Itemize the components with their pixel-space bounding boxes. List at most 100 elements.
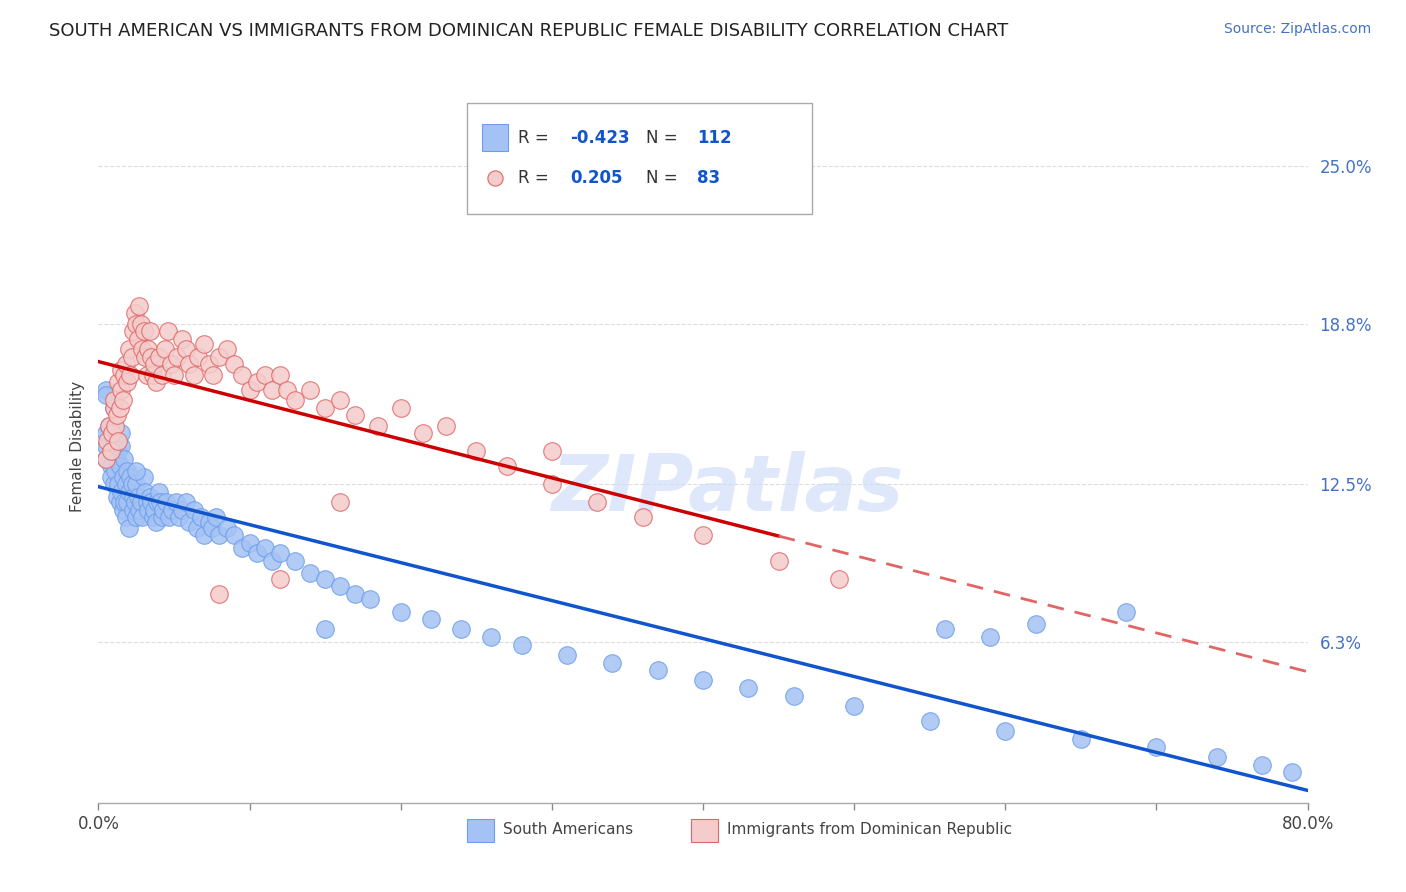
Point: [122, 324, 145, 338]
Point: [125, 465, 148, 479]
FancyBboxPatch shape: [467, 819, 494, 842]
Point: [142, 510, 165, 524]
Point: [98, 418, 121, 433]
Point: [262, 554, 284, 568]
Point: [329, 579, 352, 593]
Point: [105, 451, 128, 466]
Point: [631, 510, 654, 524]
Point: [174, 495, 197, 509]
Point: [155, 495, 177, 509]
Point: [1206, 750, 1229, 764]
Point: [100, 444, 122, 458]
Point: [160, 358, 183, 372]
Point: [101, 444, 124, 458]
Point: [103, 401, 125, 415]
Text: Source: ZipAtlas.com: Source: ZipAtlas.com: [1223, 22, 1371, 37]
Point: [103, 434, 125, 448]
Point: [783, 689, 806, 703]
Point: [124, 306, 146, 320]
Point: [284, 554, 307, 568]
Point: [94, 426, 117, 441]
Point: [231, 541, 253, 555]
Point: [149, 495, 172, 509]
Point: [208, 350, 231, 364]
Point: [314, 623, 336, 637]
Point: [139, 490, 162, 504]
Point: [108, 459, 131, 474]
Point: [115, 376, 138, 390]
Point: [284, 393, 307, 408]
Point: [239, 383, 262, 397]
Point: [132, 469, 155, 483]
Point: [224, 528, 246, 542]
Point: [150, 368, 173, 382]
Point: [107, 477, 129, 491]
Point: [135, 495, 157, 509]
Point: [132, 324, 155, 338]
Point: [179, 358, 201, 372]
Point: [692, 673, 714, 688]
Point: [141, 495, 163, 509]
Point: [994, 724, 1017, 739]
Point: [118, 520, 141, 534]
Point: [269, 546, 291, 560]
Point: [114, 510, 136, 524]
Point: [647, 663, 669, 677]
Text: ZIPatlas: ZIPatlas: [551, 450, 903, 527]
Point: [510, 638, 533, 652]
Point: [94, 388, 117, 402]
Point: [344, 587, 367, 601]
Point: [94, 451, 117, 466]
Point: [141, 350, 163, 364]
Point: [125, 477, 148, 491]
Point: [114, 358, 136, 372]
Point: [136, 342, 159, 356]
Point: [205, 510, 228, 524]
Point: [768, 554, 790, 568]
Point: [122, 490, 145, 504]
Point: [152, 502, 174, 516]
Point: [299, 566, 322, 581]
Point: [540, 477, 562, 491]
Point: [103, 477, 125, 491]
Point: [246, 546, 269, 560]
Point: [108, 495, 131, 509]
Point: [145, 376, 167, 390]
Point: [174, 342, 197, 356]
Point: [111, 469, 134, 483]
Point: [143, 502, 166, 516]
Point: [146, 495, 169, 509]
Point: [129, 495, 152, 509]
Point: [183, 368, 205, 382]
Text: Immigrants from Dominican Republic: Immigrants from Dominican Republic: [727, 822, 1012, 838]
Point: [434, 418, 457, 433]
Point: [1144, 739, 1167, 754]
Point: [121, 350, 143, 364]
Point: [193, 528, 215, 542]
Point: [115, 465, 138, 479]
Point: [105, 490, 128, 504]
Point: [112, 368, 135, 382]
Point: [110, 439, 132, 453]
Point: [103, 401, 125, 415]
Point: [737, 681, 759, 695]
Point: [112, 451, 135, 466]
Point: [100, 459, 122, 474]
Point: [1070, 732, 1092, 747]
Text: N =: N =: [647, 169, 683, 187]
Point: [190, 510, 212, 524]
Point: [143, 358, 166, 372]
Point: [197, 358, 219, 372]
Point: [465, 444, 488, 458]
Point: [114, 477, 136, 491]
Point: [183, 502, 205, 516]
Point: [193, 337, 215, 351]
Point: [208, 587, 231, 601]
Point: [148, 350, 170, 364]
Point: [136, 502, 159, 516]
Point: [104, 418, 127, 433]
Point: [94, 439, 117, 453]
Point: [135, 368, 157, 382]
Point: [110, 383, 132, 397]
Point: [329, 495, 352, 509]
